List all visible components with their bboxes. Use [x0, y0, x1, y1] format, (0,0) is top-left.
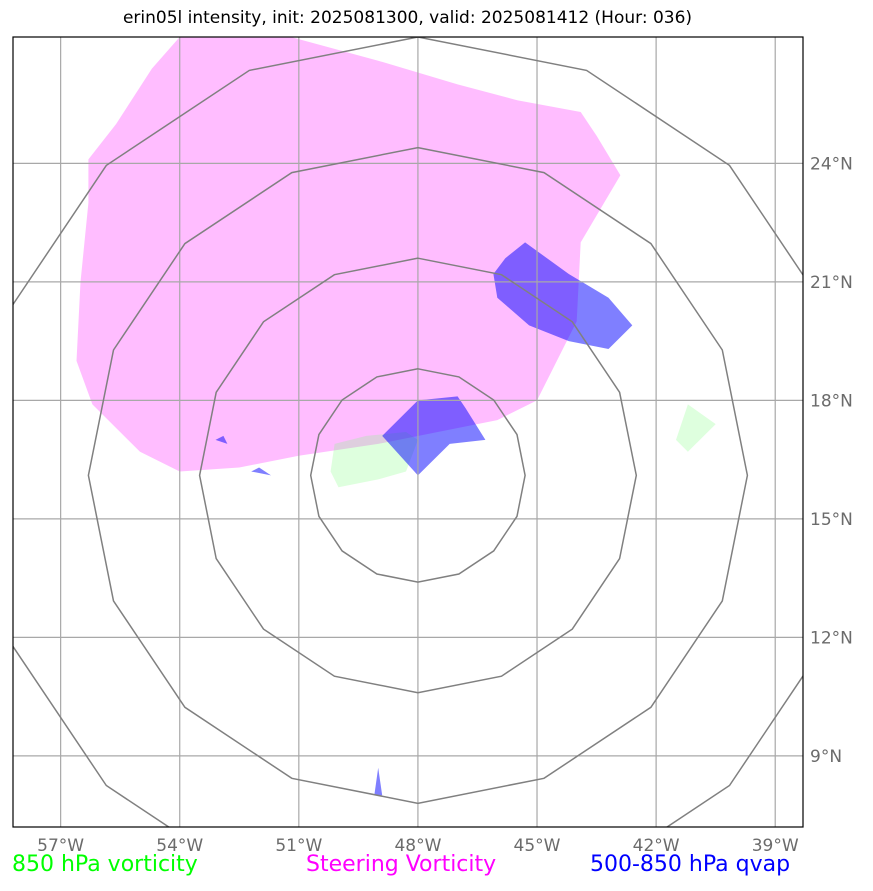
- latitude-tick-label: 9°N: [810, 747, 842, 767]
- longitude-tick-label: 39°W: [752, 836, 799, 856]
- graticule: [13, 37, 803, 827]
- longitude-tick-label: 45°W: [514, 836, 561, 856]
- longitude-tick-label: 51°W: [275, 836, 322, 856]
- qvap-layer: [215, 242, 633, 796]
- latitude-tick-labels: 9°N 12°N 15°N 18°N 21°N 24°N: [810, 154, 853, 767]
- latitude-tick-label: 15°N: [810, 510, 853, 530]
- legend-steering-vorticity: Steering Vorticity: [306, 852, 497, 877]
- longitude-tick-label: 48°W: [394, 836, 441, 856]
- latitude-tick-label: 12°N: [810, 628, 853, 648]
- longitude-tick-label: 54°W: [156, 836, 203, 856]
- vorticity-850-area: [676, 404, 716, 452]
- qvap-area: [215, 435, 228, 444]
- longitude-tick-label: 42°W: [633, 836, 680, 856]
- plot-area: [13, 37, 803, 827]
- range-ring: [309, 368, 526, 583]
- range-ring: [87, 146, 749, 805]
- range-ring: [13, 37, 803, 827]
- qvap-area: [251, 467, 271, 476]
- latitude-tick-label: 24°N: [810, 154, 853, 174]
- latitude-tick-label: 18°N: [810, 391, 853, 411]
- qvap-area: [382, 396, 486, 476]
- map-title: erin05l intensity, init: 2025081300, val…: [122, 8, 693, 28]
- legend-qvap: 500-850 hPa qvap: [590, 852, 791, 877]
- range-ring: [198, 257, 638, 694]
- longitude-tick-label: 57°W: [37, 836, 84, 856]
- steering-vorticity-layer: [76, 37, 621, 472]
- longitude-tick-labels: 57°W 54°W 51°W 48°W 45°W 42°W 39°W: [37, 836, 799, 856]
- qvap-area: [374, 767, 383, 796]
- legend-850-vorticity: 850 hPa vorticity: [12, 852, 198, 877]
- latitude-tick-label: 21°N: [810, 273, 853, 293]
- steering-vorticity-area: [76, 37, 621, 472]
- range-rings: [13, 37, 803, 827]
- qvap-area: [493, 242, 633, 349]
- plot-frame: [12, 36, 804, 828]
